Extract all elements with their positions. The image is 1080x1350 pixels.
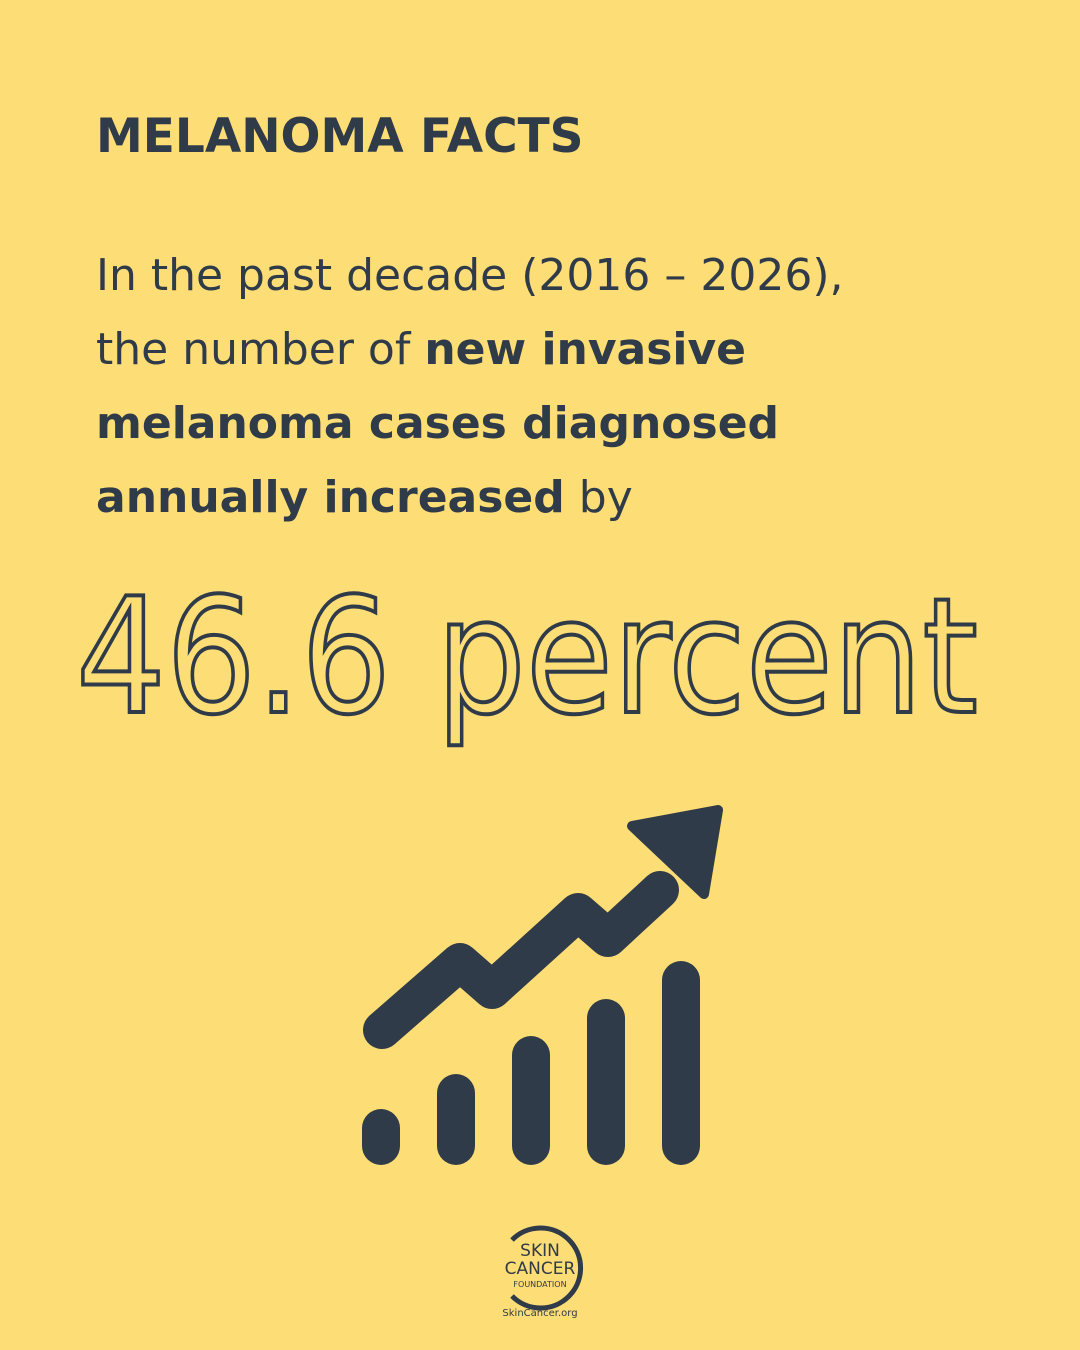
logo-arc [510, 1225, 584, 1311]
text: In the past decade (2016 – 2026), [96, 250, 843, 301]
icon-arrow-line [363, 871, 679, 1049]
paragraph: In the past decade (2016 – 2026), the num… [96, 250, 843, 523]
bold-text: new invasive [424, 324, 746, 375]
paragraph-line: In the past decade (2016 – 2026), [96, 250, 843, 301]
icon-arrow-head [627, 805, 723, 899]
highlight-number: 46.6 percent [76, 563, 978, 750]
paragraph-line: the number of new invasive [96, 324, 746, 375]
text: the number of [96, 324, 424, 375]
logo-line1: SKIN [520, 1241, 560, 1261]
title: MELANOMA FACTS [96, 109, 584, 164]
logo-url: SkinCancer.org [502, 1308, 577, 1319]
paragraph-line: annually increased by [96, 472, 633, 523]
paragraph-line: melanoma cases diagnosed [96, 398, 779, 449]
logo: SKIN CANCER FOUNDATION SkinCancer.org [502, 1225, 584, 1319]
growth-icon [362, 805, 723, 1165]
bold-text: annually increased [96, 472, 565, 523]
logo-line2: CANCER [505, 1259, 576, 1279]
text: by [565, 472, 633, 523]
bold-text: melanoma cases diagnosed [96, 398, 779, 449]
logo-line3: FOUNDATION [513, 1280, 566, 1289]
